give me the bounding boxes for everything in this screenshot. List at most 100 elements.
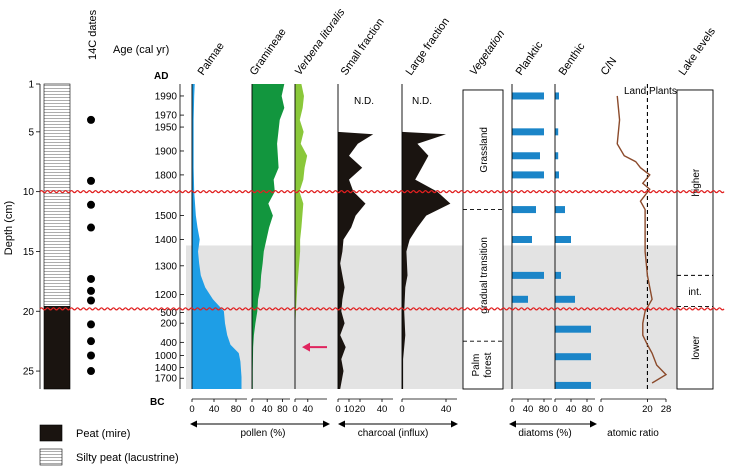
bar-planktic [512, 152, 540, 160]
line-cn [616, 95, 668, 384]
date-14c-dot [87, 115, 95, 124]
x-tick-label-c-n: 28 [661, 404, 672, 415]
bar-planktic [512, 295, 528, 303]
lithology-silty-peat-lacustrine [43, 83, 71, 307]
depth-axis-label: Depth (cm) [3, 201, 15, 255]
vegetation-title: Vegetation [468, 28, 508, 78]
x-tick-label-palmae: 80 [231, 404, 242, 415]
lake-level-label-higher: higher [691, 168, 702, 196]
area-gramineae [252, 84, 285, 389]
range-arrow-diatoms-head-left [509, 420, 516, 428]
bar-benthic [555, 206, 565, 214]
bar-benthic [555, 271, 561, 279]
bar-benthic [555, 295, 575, 303]
depth-tick-label-15: 15 [23, 247, 35, 258]
range-arrow-diatoms-head-right [590, 420, 597, 428]
date-14c-dot [87, 337, 95, 346]
age-tick-label: 1400 [155, 235, 178, 246]
bar-benthic [555, 353, 591, 361]
shaded-zone [186, 245, 680, 389]
x-tick-label-gramineae: 0 [249, 404, 254, 415]
x-tick-label-verbena-litoralis: 40 [303, 404, 314, 415]
age-tick-label: 1000 [155, 351, 178, 362]
x-tick-label-small-fraction: 10 [344, 404, 355, 415]
range-arrow-diatoms [509, 420, 597, 428]
x-tick-label-palmae: 40 [209, 404, 220, 415]
age-tick-label: 1900 [155, 146, 178, 157]
bar-planktic [512, 206, 536, 214]
unit-cn: atomic ratio [607, 428, 659, 439]
arrow-indicator [302, 342, 327, 352]
age-tick-label: 1950 [155, 123, 178, 134]
x-tick-label-large-fraction: 0 [399, 404, 404, 415]
annotation-small-fraction: N.D. [354, 96, 374, 107]
age-tick-label: 1300 [155, 261, 178, 272]
lake-levels-title: Lake levels [677, 25, 719, 77]
date-14c-dot [87, 351, 95, 360]
x-tick-label-large-fraction: 40 [441, 404, 452, 415]
age-tick-label: 1700 [155, 374, 178, 385]
age-tick-label: 400 [160, 338, 177, 349]
series-title-benthic: Benthic [557, 40, 588, 77]
x-tick-label-c-n: 20 [642, 404, 653, 415]
x-tick-label-small-fraction: 20 [355, 404, 366, 415]
unit-charcoal: charcoal (influx) [358, 428, 429, 439]
bar-benthic [555, 92, 559, 100]
x-tick-label-gramineae: 40 [262, 404, 273, 415]
depth-tick-label-1: 1 [28, 80, 34, 91]
range-arrow-charcoal-head-left [338, 420, 345, 428]
series-title-planktic: Planktic [514, 39, 546, 78]
range-arrow-charcoal [338, 420, 458, 428]
x-tick-label-verbena-litoralis: 0 [292, 404, 297, 415]
range-arrow-pollen-head-right [323, 420, 330, 428]
x-tick-label-planktic: 80 [539, 404, 550, 415]
age-tick-label: 1400 [155, 363, 178, 374]
range-arrow-pollen [190, 420, 330, 428]
bar-benthic [555, 325, 591, 333]
x-tick-label-palmae: 0 [189, 404, 194, 415]
series-title-palmae: Palmae [196, 40, 227, 77]
age-tick-label: 1200 [155, 290, 178, 301]
annotation-large-fraction: N.D. [412, 96, 432, 107]
series-title-verbena: Verbena litoralis [293, 6, 348, 78]
date-14c-dot [87, 367, 95, 376]
bar-benthic [555, 128, 559, 136]
age-axis-label: Age (cal yr) [113, 44, 169, 56]
x-tick-label-planktic: 40 [523, 404, 534, 415]
date-14c-dot [87, 286, 95, 295]
x-tick-label-planktic: 0 [509, 404, 514, 415]
area-small-fraction [338, 131, 374, 389]
area-large-fraction [402, 131, 451, 389]
x-tick-label-c-n: 0 [598, 404, 603, 415]
age-bottom-label: BC [150, 397, 164, 408]
date-14c-dot [87, 274, 95, 283]
lithology-peat-mire [43, 306, 71, 390]
bar-benthic [555, 171, 559, 179]
age-tick-label: 500 [160, 308, 177, 319]
legend-label-peat: Peat (mire) [76, 428, 130, 440]
depth-tick-label-20: 20 [23, 307, 35, 318]
vegetation-label-grassland: Grassland [479, 127, 490, 173]
age-tick-label: 1500 [155, 211, 178, 222]
x-tick-label-small-fraction: 40 [377, 404, 388, 415]
legend-swatch-peat [39, 424, 63, 442]
series-title-gramineae: Gramineae [248, 26, 289, 77]
date-14c-dot [87, 200, 95, 209]
age-tick-label: 1990 [155, 91, 178, 102]
date-14c-dot [87, 296, 95, 305]
lake-level-label-lower: lower [691, 335, 702, 360]
date-14c-dot [87, 223, 95, 232]
vegetation-label-palm-forest: Palm [471, 354, 482, 377]
series-title-cn: C/N [599, 55, 620, 77]
legend-swatch-silty [39, 448, 63, 466]
age-tick-label: 1970 [155, 111, 178, 122]
arrow-head [302, 342, 310, 352]
range-arrow-pollen-head-left [190, 420, 197, 428]
age-top-label: AD [154, 71, 168, 82]
unit-diatoms: diatoms (%) [518, 428, 571, 439]
series-title-large-fraction: Large fraction [404, 16, 452, 78]
depth-tick-label-10: 10 [23, 187, 35, 198]
x-tick-label-benthic: 0 [552, 404, 557, 415]
bar-benthic [555, 152, 559, 160]
depth-tick-label-25: 25 [23, 367, 35, 378]
